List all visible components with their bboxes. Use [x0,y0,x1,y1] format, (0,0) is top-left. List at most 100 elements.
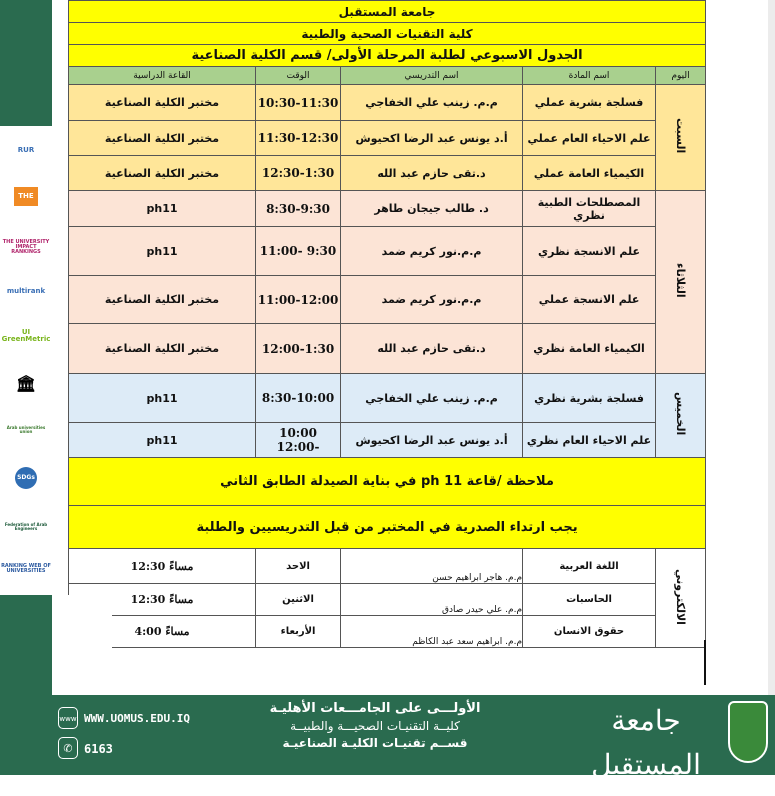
room-cell: مختبر الكلية الصناعية [67,155,257,191]
web-icon: www [58,707,78,729]
time-cell: 8:30-10:00 [255,373,342,423]
ranking-logos: RUR THE THE UNIVERSITY IMPACT RANKINGS m… [0,126,52,595]
university-title: جامعة المستقبل [67,0,707,23]
subject-cell: حقوق الانسان [522,615,657,648]
note-row: ملاحظة /قاعة 11 ph في بناية الصيدلة الطا… [67,457,707,506]
logo-the-impact: THE UNIVERSITY IMPACT RANKINGS [2,238,50,255]
phone-icon: ✆ [58,737,78,759]
subject-cell: فسلجة بشرية نظري [522,373,657,423]
table-row: السبت فسلجة بشرية عملي م.م. زينب علي الخفا… [67,84,707,191]
subject-cell: الكيمياء العامة نظري [522,323,657,374]
room-cell: ph11 [67,226,257,276]
footer-logo-arabic: جامعة المستقبل [591,704,701,781]
room-cell: مختبر الكلية الصناعية [67,323,257,374]
teacher-cell: د. طالب جيجان طاهر [340,190,524,227]
logo-rur: RUR [17,145,35,154]
table-row: الالكتروني اللغة العربية م.م. هاجر ابراهيم… [67,548,707,648]
day-cell: الالكتروني [655,548,707,648]
logo-arab-universities: Arab universities union [6,424,46,434]
teacher-cell: م.م. ابراهيم سعد عبد الكاظم [340,615,524,648]
room-cell: مختبر الكلية الصناعية [67,84,257,121]
university-crest-icon [728,701,768,763]
day-cell: الخميس [655,373,707,458]
room-cell: مختبر الكلية الصناعية [67,120,257,156]
footer-phone: 6163 [84,742,113,756]
teacher-cell: م.م. هاجر ابراهيم حسن [340,548,524,584]
weekday-cell: الأربعاء [255,615,342,648]
day-cell: الثلاثاء [655,190,707,374]
teacher-cell: أ.د يونس عبد الرضا اكحيوش [340,422,524,458]
subject-cell: اللغة العربية [522,548,657,584]
panel-corner [52,595,112,695]
footer: www WWW.UOMUS.EDU.IQ ✆ 6163 الأولـــى عل… [0,695,775,796]
schedule-table: جامعة المستقبل كلية التقنيات الصحية والط… [67,0,707,648]
table-row: الكيمياء العامة نظري د.تقى حازم عبد الله 1… [67,323,706,374]
footer-line3: قســم تقنيـات الكليـة الصناعيـة [282,736,468,750]
header-time: الوقت [255,66,342,85]
table-row: الكيمياء العامة عملي د.تقى حازم عبد الله 1… [67,155,706,191]
time-cell: 10:30-11:30 [255,84,342,121]
teacher-cell: د.تقى حازم عبد الله [340,323,524,374]
table-row: علم الاحياء العام نظري أ.د يونس عبد الرضا… [67,422,706,458]
logo-arab-engineers: Federation of Arab Engineers [4,521,48,531]
weekday-cell: الاثنين [255,583,342,616]
footer-logo-english: AL-MUSTAQBAL UNIVERSITY [582,787,710,796]
teacher-cell: م.م.نور كريم ضمد [340,275,524,324]
note-row: يجب ارتداء الصدرية في المختبر من قبل الت… [67,505,707,549]
time-cell: 9:30 -11:00 [255,226,342,276]
table-row: علم الاحياء العام عملي أ.د يونس عبد الرضا… [67,120,706,156]
table-row: الثلاثاء المصطلحات الطبية نظري د. طالب جيج… [67,190,707,374]
table-row: الحاسبات م.م. علي حيدر صادق الاثنين مساءً 1… [67,583,706,616]
time-cell: 10:00 -12:00 [255,422,342,458]
header-day: اليوم [655,66,707,85]
logo-webometrics: RANKING WEB OF UNIVERSITIES [1,563,51,575]
logo-multirank: multirank [6,287,46,296]
edge-strip [768,0,775,695]
teacher-cell: د.تقى حازم عبد الله [340,155,524,191]
header-teacher: اسم التدريسي [340,66,524,85]
time-cell: 11:00-12:00 [255,275,342,324]
weekday-cell: الاحد [255,548,342,584]
room-cell: مختبر الكلية الصناعية [67,275,257,324]
subject-cell: المصطلحات الطبية نظري [522,190,657,227]
teacher-cell: أ.د يونس عبد الرضا اكحيوش [340,120,524,156]
room-cell: ph11 [67,422,257,458]
teacher-cell: م.م. زينب علي الخفاجي [340,84,524,121]
subject-cell: علم الاحياء العام نظري [522,422,657,458]
teacher-cell: م.م.نور كريم ضمد [340,226,524,276]
side-band [0,0,52,126]
footer-website[interactable]: WWW.UOMUS.EDU.IQ [84,712,190,725]
teacher-cell: م.م. علي حيدر صادق [340,583,524,616]
logo-sdgs: SDGs [15,467,37,490]
columns-icon: 🏛 [15,374,37,394]
footer-line1: الأولـــى على الجامـــعات الأهليـة [269,701,481,716]
subject-cell: علم الاحياء العام عملي [522,120,657,156]
schedule-title: الجدول الاسبوعي لطلبة المرحلة الأولى/ قس… [67,44,707,67]
side-band [0,595,52,695]
footer-line2: كليــة التقنيـات الصحيـــة والطبيــة [290,719,460,733]
time-cell: 8:30-9:30 [255,190,342,227]
time-cell: 11:30-12:30 [255,120,342,156]
time-cell: 12:00-1:30 [255,323,342,374]
subject-cell: فسلجة بشرية عملي [522,84,657,121]
table-row: حقوق الانسان م.م. ابراهيم سعد عبد الكاظم ا… [67,615,706,648]
subject-cell: الحاسبات [522,583,657,616]
subject-cell: علم الانسجة عملي [522,275,657,324]
table-border [704,640,706,685]
logo-greenmetric: UI GreenMetric [1,327,51,343]
table-row: الخميس فسلجة بشرية نظري م.م. زينب علي الخف… [67,373,707,458]
time-cell: مساءً 12:30 [67,548,257,584]
day-cell: السبت [655,84,707,191]
time-cell: 12:30-1:30 [255,155,342,191]
college-title: كلية التقنيات الصحية والطبية [67,22,707,45]
room-cell: ph11 [67,190,257,227]
header-subject: اسم المادة [522,66,657,85]
teacher-cell: م.م. زينب علي الخفاجي [340,373,524,423]
header-room: القاعة الدراسية [67,66,257,85]
subject-cell: علم الانسجة نظري [522,226,657,276]
room-cell: ph11 [67,373,257,423]
subject-cell: الكيمياء العامة عملي [522,155,657,191]
table-row: علم الانسجة نظري م.م.نور كريم ضمد 9:30 -11… [67,226,706,276]
table-row: علم الانسجة عملي م.م.نور كريم ضمد 11:00-12… [67,275,706,324]
logo-the: THE [14,187,38,207]
